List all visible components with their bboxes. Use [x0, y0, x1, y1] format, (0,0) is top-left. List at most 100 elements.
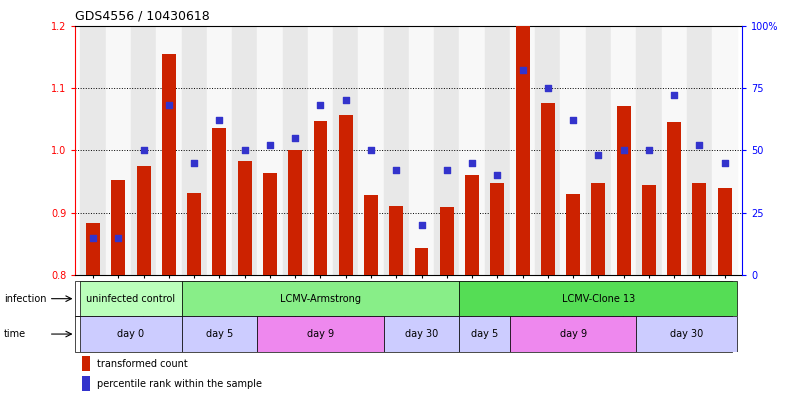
Bar [409, 26, 434, 275]
Bar [358, 26, 384, 275]
Bar [82, 376, 90, 391]
Point [339, 97, 352, 103]
Bar [364, 195, 378, 275]
Text: LCMV-Armstrong: LCMV-Armstrong [280, 294, 361, 304]
Bar [384, 316, 460, 352]
Bar [263, 173, 277, 275]
Bar [308, 26, 333, 275]
Point [516, 67, 529, 73]
Point [137, 147, 150, 153]
Text: LCMV-Clone 13: LCMV-Clone 13 [562, 294, 635, 304]
Bar [80, 26, 106, 275]
Text: day 9: day 9 [307, 329, 334, 339]
Point [188, 160, 201, 166]
Bar [712, 26, 738, 275]
Bar [586, 26, 611, 275]
Bar [131, 26, 156, 275]
Bar [137, 166, 151, 275]
Bar [384, 26, 409, 275]
Bar [257, 26, 283, 275]
Text: time: time [4, 329, 26, 339]
Bar [389, 206, 403, 275]
Bar [491, 183, 504, 275]
Point [668, 92, 680, 99]
Bar [510, 316, 636, 352]
Bar [692, 183, 707, 275]
Point [87, 235, 99, 241]
Text: day 0: day 0 [118, 329, 145, 339]
Text: transformed count: transformed count [97, 359, 187, 369]
Bar [106, 26, 131, 275]
Bar [187, 193, 201, 275]
Bar [182, 316, 257, 352]
Point [466, 160, 479, 166]
Bar [87, 223, 100, 275]
Bar [237, 161, 252, 275]
Bar [535, 26, 561, 275]
Bar [213, 129, 226, 275]
Point [289, 135, 302, 141]
Point [542, 85, 554, 91]
Bar [592, 183, 605, 275]
Bar [687, 26, 712, 275]
Bar [617, 106, 630, 275]
Bar [718, 188, 731, 275]
Point [238, 147, 251, 153]
Bar [434, 26, 460, 275]
Bar [182, 281, 460, 316]
Bar [515, 26, 530, 275]
Text: day 5: day 5 [206, 329, 233, 339]
Bar [414, 248, 429, 275]
Point [592, 152, 605, 158]
Text: day 5: day 5 [471, 329, 499, 339]
Bar [80, 316, 182, 352]
Text: day 30: day 30 [405, 329, 438, 339]
Bar [333, 26, 358, 275]
Bar [339, 115, 353, 275]
Bar [156, 26, 182, 275]
Bar [510, 26, 535, 275]
Bar [80, 281, 182, 316]
Bar [460, 281, 738, 316]
Point [567, 117, 580, 123]
Bar [636, 26, 661, 275]
Point [213, 117, 225, 123]
Point [719, 160, 731, 166]
Point [390, 167, 403, 173]
Text: uninfected control: uninfected control [87, 294, 175, 304]
Point [314, 102, 327, 108]
Point [693, 142, 706, 149]
Bar [440, 207, 453, 275]
Point [441, 167, 453, 173]
Bar [561, 26, 586, 275]
Bar [182, 26, 206, 275]
Bar [636, 316, 738, 352]
Bar [484, 26, 510, 275]
Bar [661, 26, 687, 275]
Point [112, 235, 125, 241]
Point [364, 147, 377, 153]
Bar [465, 175, 479, 275]
Point [264, 142, 276, 149]
Point [617, 147, 630, 153]
Bar [642, 185, 656, 275]
Text: day 30: day 30 [670, 329, 703, 339]
Bar [314, 121, 327, 275]
Bar [566, 194, 580, 275]
Point [163, 102, 175, 108]
Bar [206, 26, 232, 275]
Point [415, 222, 428, 228]
Text: infection: infection [4, 294, 47, 304]
Text: GDS4556 / 10430618: GDS4556 / 10430618 [75, 10, 210, 23]
Bar [257, 316, 384, 352]
Bar [82, 356, 90, 371]
Bar [611, 26, 636, 275]
Bar [162, 53, 175, 275]
Bar [232, 26, 257, 275]
Bar [288, 150, 303, 275]
Bar [111, 180, 125, 275]
Bar [460, 26, 484, 275]
Bar [667, 122, 681, 275]
Bar [460, 316, 510, 352]
Bar [283, 26, 308, 275]
